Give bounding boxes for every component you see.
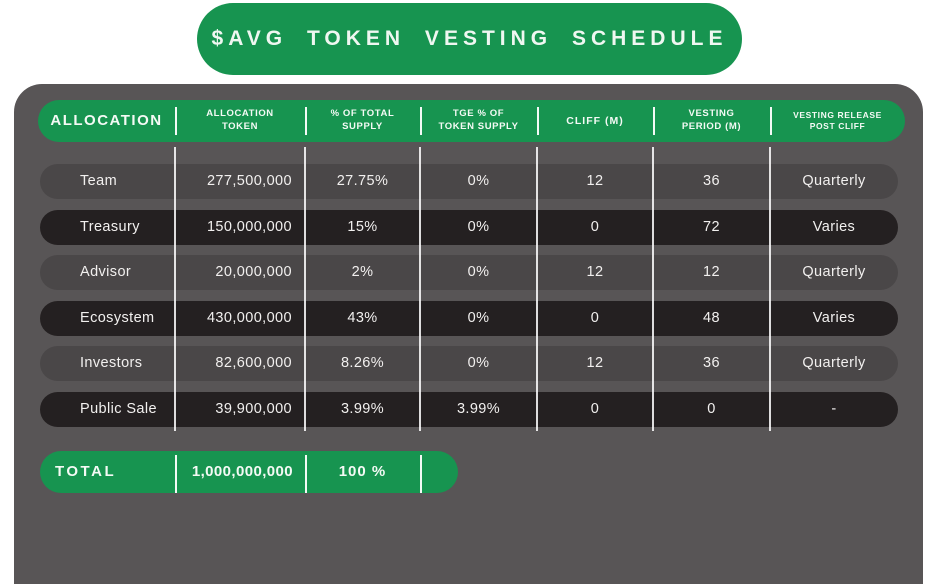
header-label: ALLOCATION [50, 111, 163, 129]
header-label: VESTING RELEASE [793, 109, 882, 120]
header-label: POST CLIFF [809, 121, 866, 131]
cell-tge-pct: 0% [467, 310, 490, 326]
cell-release: Varies [812, 310, 856, 326]
total-column-divider [420, 455, 422, 493]
cell-release: Quarterly [802, 355, 866, 371]
cell-cliff: 12 [586, 264, 604, 280]
column-divider [304, 147, 306, 431]
header-label: CLIFF (M) [566, 114, 624, 127]
header-label: % OF TOTAL [330, 108, 395, 120]
cell-allocation: Team [80, 173, 118, 189]
cell-vesting: 36 [703, 173, 720, 189]
cell-supply-pct: 3.99% [340, 401, 385, 417]
cell-supply-pct: 27.75% [336, 173, 389, 189]
cell-release: - [831, 401, 837, 417]
header-cell-vesting-release: VESTING RELEASE POST CLIFF [770, 100, 905, 142]
column-divider [174, 147, 176, 431]
cell-allocation: Treasury [80, 219, 140, 235]
column-divider [419, 147, 421, 431]
column-divider [769, 147, 771, 431]
column-divider [536, 147, 538, 431]
cell-release: Quarterly [802, 264, 866, 280]
header-column-divider [305, 107, 307, 135]
cell-tge-pct: 0% [467, 219, 490, 235]
cell-vesting: 12 [703, 264, 720, 280]
cell-release: Varies [812, 219, 856, 235]
cell-cliff: 12 [586, 355, 604, 371]
table-header-row: ALLOCATION ALLOCATION TOKEN % OF TOTAL S… [38, 100, 905, 142]
header-cell-allocation: ALLOCATION [38, 100, 175, 142]
cell-vesting: 0 [707, 401, 716, 417]
header-label: ALLOCATION [206, 108, 274, 120]
cell-tokens: 277,500,000 [206, 173, 292, 189]
cell-cliff: 0 [590, 401, 600, 417]
cell-tge-pct: 0% [467, 264, 490, 280]
header-cell-vesting-period: VESTING PERIOD (M) [653, 100, 770, 142]
header-cell-allocation-token: ALLOCATION TOKEN [175, 100, 305, 142]
cell-supply-pct: 15% [347, 219, 378, 235]
title-pill: $AVG TOKEN VESTING SCHEDULE [197, 3, 742, 75]
cell-allocation: Public Sale [80, 401, 157, 417]
cell-vesting: 72 [703, 219, 720, 235]
cell-cliff: 0 [590, 219, 600, 235]
cell-allocation: Advisor [80, 264, 132, 280]
header-column-divider [420, 107, 422, 135]
cell-vesting: 48 [703, 310, 720, 326]
table-row-ecosystem: Ecosystem 430,000,000 43% 0% 0 48 Varies [40, 301, 898, 336]
cell-tge-pct: 3.99% [456, 401, 501, 417]
cell-tokens: 150,000,000 [206, 219, 292, 235]
cell-allocation: Ecosystem [80, 310, 155, 326]
header-label: PERIOD (M) [681, 121, 742, 132]
total-column-divider [305, 455, 307, 493]
header-cell-tge-pct: TGE % OF TOKEN SUPPLY [420, 100, 537, 142]
cell-supply-pct: 2% [351, 264, 374, 280]
total-label: TOTAL [55, 463, 117, 480]
total-tokens: 1,000,000,000 [191, 463, 293, 480]
header-label: VESTING [688, 108, 735, 120]
table-row-team: Team 277,500,000 27.75% 0% 12 36 Quarter… [40, 164, 898, 199]
page-title: $AVG TOKEN VESTING SCHEDULE [211, 27, 728, 50]
column-divider [652, 147, 654, 431]
total-column-divider [175, 455, 177, 493]
table-row-investors: Investors 82,600,000 8.26% 0% 12 36 Quar… [40, 346, 898, 381]
header-cell-pct-total-supply: % OF TOTAL SUPPLY [305, 100, 420, 142]
header-column-divider [653, 107, 655, 135]
header-label: TGE % OF [452, 108, 505, 120]
table-row-public-sale: Public Sale 39,900,000 3.99% 3.99% 0 0 - [40, 392, 898, 427]
cell-allocation: Investors [80, 355, 143, 371]
table-row-advisor: Advisor 20,000,000 2% 0% 12 12 Quarterly [40, 255, 898, 290]
cell-supply-pct: 8.26% [340, 355, 385, 371]
table-total-row: TOTAL 1,000,000,000 100 % [40, 451, 458, 493]
header-cell-cliff: CLIFF (M) [537, 100, 653, 142]
cell-tge-pct: 0% [467, 173, 490, 189]
header-label: TOKEN SUPPLY [438, 121, 519, 132]
header-column-divider [770, 107, 772, 135]
cell-tokens: 430,000,000 [206, 310, 292, 326]
total-supply-pct: 100 % [338, 463, 387, 480]
header-label: SUPPLY [342, 121, 383, 132]
cell-tokens: 39,900,000 [215, 401, 292, 417]
cell-cliff: 0 [590, 310, 600, 326]
header-column-divider [175, 107, 177, 135]
table-row-treasury: Treasury 150,000,000 15% 0% 0 72 Varies [40, 210, 898, 245]
cell-vesting: 36 [703, 355, 720, 371]
cell-release: Quarterly [802, 173, 866, 189]
header-column-divider [537, 107, 539, 135]
cell-tge-pct: 0% [467, 355, 490, 371]
cell-supply-pct: 43% [347, 310, 378, 326]
cell-cliff: 12 [586, 173, 604, 189]
cell-tokens: 82,600,000 [215, 355, 292, 371]
header-label: TOKEN [221, 121, 259, 132]
cell-tokens: 20,000,000 [215, 264, 292, 280]
